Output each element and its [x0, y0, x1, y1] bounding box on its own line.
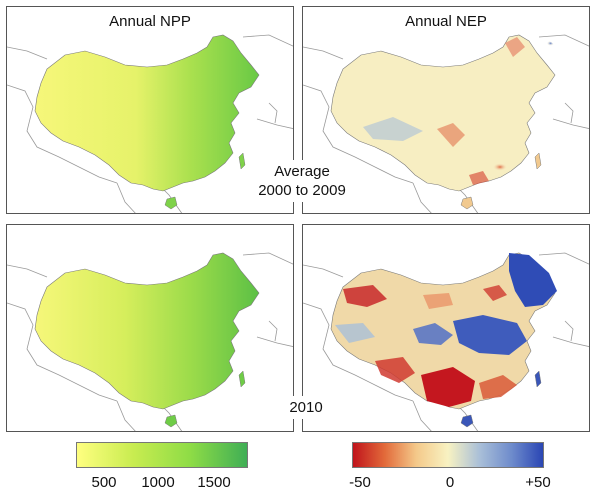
taiwan-island — [238, 370, 246, 388]
npp-tick-1000: 1000 — [141, 474, 175, 491]
npp-2010-map — [7, 252, 293, 431]
neighbor-borders — [7, 34, 293, 213]
nep-title: Annual NEP — [405, 13, 487, 30]
npp-colorbar — [76, 442, 248, 468]
npp-average-panel: Annual NPP — [6, 6, 294, 214]
average-period-label: Average 2000 to 2009 — [248, 160, 356, 202]
hainan-island — [460, 196, 474, 210]
china-landmass — [34, 252, 260, 410]
hainan-island — [164, 196, 178, 210]
npp-average-map — [7, 34, 293, 213]
taiwan-island — [238, 152, 246, 170]
nep-tick-neg50: -50 — [349, 474, 371, 491]
nep-anomaly-patches — [335, 253, 557, 407]
nep-average-map — [303, 34, 589, 213]
average-label-line1: Average — [274, 163, 330, 180]
hainan-island — [164, 414, 178, 428]
nep-2010-map — [303, 252, 589, 431]
nep-tick-pos50: +50 — [525, 474, 551, 491]
neighbor-borders — [303, 34, 589, 213]
average-label-line2: 2000 to 2009 — [258, 182, 346, 199]
nep-anomaly-patches — [363, 37, 557, 185]
china-landmass — [330, 34, 556, 192]
nep-colorbar — [352, 442, 544, 468]
nep-tick-0: 0 — [445, 474, 455, 491]
hainan-island — [460, 414, 474, 428]
npp-tick-500: 500 — [91, 474, 117, 491]
nep-2010-panel — [302, 224, 590, 432]
neighbor-borders — [7, 252, 293, 431]
npp-title: Annual NPP — [109, 13, 191, 30]
year-label: 2010 — [272, 396, 340, 419]
taiwan-island — [534, 152, 542, 170]
taiwan-island — [534, 370, 542, 388]
china-landmass — [34, 34, 260, 192]
npp-2010-panel — [6, 224, 294, 432]
npp-tick-1500: 1500 — [197, 474, 231, 491]
